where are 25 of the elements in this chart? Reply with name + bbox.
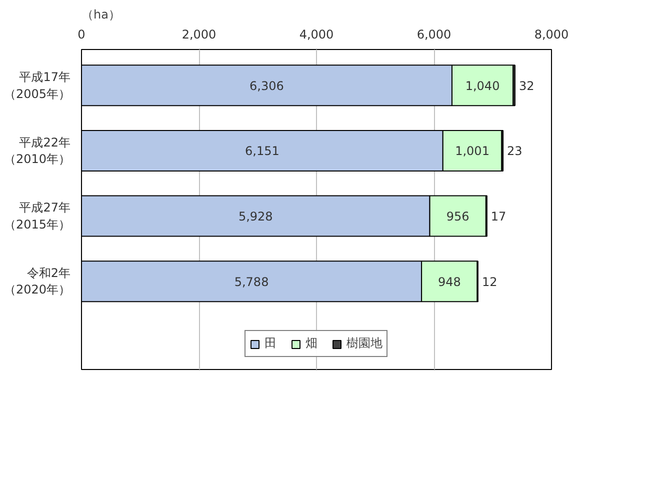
data-label: 5,788 — [234, 274, 269, 289]
data-label: 17 — [490, 210, 506, 224]
data-label: 32 — [518, 78, 534, 93]
data-label: 1,040 — [465, 78, 500, 93]
y-tick-label: 令和2年（2020年） — [4, 266, 71, 297]
legend-label: 畑 — [306, 335, 318, 352]
data-label: 6,306 — [250, 78, 284, 93]
y-tick-label: 平成17年（2005年） — [4, 70, 71, 101]
data-label: 12 — [482, 274, 498, 289]
data-label: 5,928 — [238, 210, 273, 224]
y-tick-label: 平成22年（2010年） — [4, 135, 71, 166]
data-label: 23 — [507, 144, 522, 158]
legend-label: 樹園地 — [346, 335, 382, 352]
x-tick-label: 8,000 — [534, 28, 569, 42]
data-label: 1,001 — [455, 144, 490, 158]
x-tick-label: 2,000 — [182, 28, 216, 42]
x-tick-label: 6,000 — [416, 28, 452, 42]
x-tick-label: 4,000 — [299, 28, 334, 42]
x-axis-title: （ha） — [82, 8, 120, 22]
data-label: 6,151 — [245, 144, 280, 158]
x-tick-label: 0 — [78, 28, 86, 42]
data-label: 956 — [446, 210, 470, 224]
data-label: 948 — [438, 274, 461, 289]
legend-label: 田 — [264, 335, 278, 352]
y-tick-label: 平成27年（2015年） — [4, 200, 71, 232]
